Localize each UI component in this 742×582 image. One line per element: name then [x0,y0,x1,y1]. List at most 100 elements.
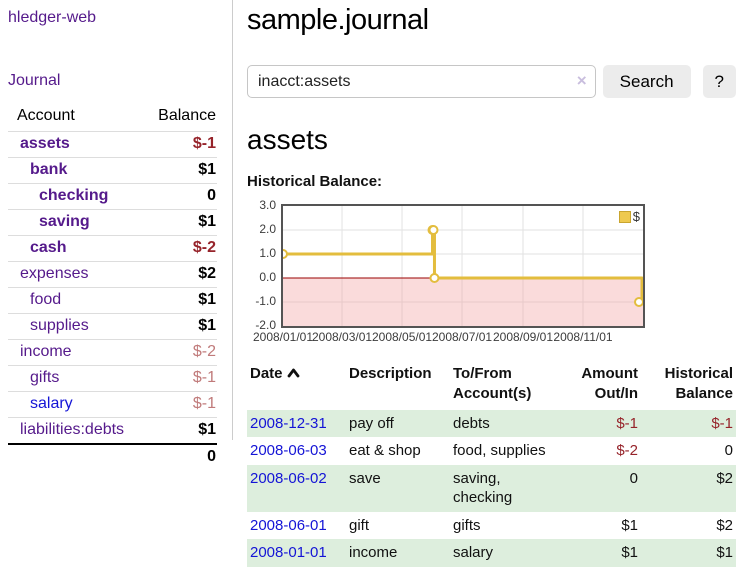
negative-region [283,278,643,326]
sidebar-account-link[interactable]: saving [39,213,90,230]
chart-point [634,297,643,307]
balance-header-line2: Balance [675,385,733,403]
sidebar: hledger-web Journal Account Balance asse… [0,0,233,470]
register-header-description: Description [349,365,432,382]
sidebar-account-link[interactable]: food [30,291,62,308]
account-row: expenses $2 [8,261,217,288]
account-row: salary $-1 [8,391,217,418]
register-header-date[interactable]: Date [247,361,346,410]
register-header-accounts: To/From Account(s) [450,361,562,410]
transaction-balance: $-1 [711,414,733,432]
transaction-amount: $-1 [616,414,638,432]
transaction-balance: 0 [724,442,733,459]
accounts-total-spacer [8,443,141,470]
sidebar-account-link[interactable]: bank [30,161,68,178]
x-axis-tick-label: 2008/01/01 [252,330,314,344]
account-balance: $1 [140,313,217,340]
account-row: assets $-1 [8,131,217,158]
account-heading: assets [247,124,328,155]
sidebar-account-link[interactable]: gifts [30,369,60,386]
sidebar-account-link[interactable]: supplies [30,317,89,334]
y-axis-tick-label: 2.0 [259,222,276,236]
chart-point [428,225,439,235]
transaction-accounts: saving, checking [453,469,513,507]
chart-point [429,273,440,283]
app-title-link[interactable]: hledger-web [8,9,97,26]
account-row: gifts $-1 [8,365,217,392]
sidebar-item-journal[interactable]: Journal [8,72,61,89]
account-balance: $-1 [140,391,217,418]
balance-header-line1: Historical [664,365,733,382]
accounts-table: Account Balance assets $-1 bank $1 checking 0… [8,103,217,470]
account-balance: $-1 [140,131,217,158]
account-row: checking 0 [8,183,217,210]
y-axis-tick-label: 3.0 [259,198,276,212]
account-row: supplies $1 [8,313,217,340]
search-button[interactable]: Search [602,65,691,98]
search-input[interactable] [247,65,596,98]
accounts-column-header: Account [17,107,75,124]
sidebar-account-link[interactable]: income [20,343,72,360]
y-axis-tick-label: -1.0 [255,294,276,308]
clear-search-icon[interactable]: × [576,71,587,90]
transaction-row: 2008-06-03 eat & shop food, supplies $-2 0 [247,437,736,465]
account-row: liabilities:debts $1 [8,417,217,444]
transaction-amount: $-2 [616,442,638,459]
transaction-amount: $1 [621,544,638,561]
historical-balance-chart: $ 3.0 2.0 1.0 0.0 -1.0 -2.0 2008/01/01 2008/03… [247,198,647,344]
transaction-balance: $1 [716,544,733,561]
transaction-amount: 0 [629,469,638,487]
search-form: × Search ? [247,65,736,98]
transaction-balance: $2 [716,516,733,534]
x-axis-tick-label: 2008/07/01 [431,330,493,344]
transaction-row: 2008-01-01 income salary $1 $1 [247,539,736,567]
sidebar-account-link[interactable]: salary [30,395,73,412]
sort-ascending-icon[interactable] [287,365,300,385]
account-row: cash $-2 [8,235,217,262]
transaction-date-link[interactable]: 2008-12-31 [250,414,327,432]
accounts-total-value: 0 [140,443,217,470]
x-axis-tick-label: 2008/11/01 [553,330,613,344]
accounts-header-line2: Account(s) [453,385,532,403]
y-axis-tick-label: -2.0 [255,318,276,332]
account-row: income $-2 [8,339,217,366]
sidebar-account-link[interactable]: liabilities:debts [20,421,125,438]
account-balance: 0 [140,183,217,210]
account-balance: $1 [140,157,217,184]
account-balance: $1 [140,209,217,236]
account-balance: $-2 [140,339,217,366]
amount-header-line1: Amount [581,365,638,382]
register-header-balance: Historical Balance [641,361,736,410]
transaction-description: income [349,544,398,561]
transaction-accounts: gifts [453,516,481,534]
page-title: sample.journal [247,4,429,36]
account-balance: $2 [140,261,217,288]
y-axis-tick-label: 1.0 [259,246,276,260]
sidebar-account-link[interactable]: assets [20,135,70,152]
transaction-date-link[interactable]: 2008-06-03 [250,442,327,459]
account-balance: $-1 [140,365,217,392]
account-row: food $1 [8,287,217,314]
x-axis-tick-label: 2008/05/01 [371,330,433,344]
account-balance: $1 [140,287,217,314]
chart-canvas [283,206,643,326]
account-row: bank $1 [8,157,217,184]
transaction-row: 2008-06-01 gift gifts $1 $2 [247,512,736,540]
register-header-amount: Amount Out/In [562,361,641,410]
date-header-label: Date [250,365,283,382]
sidebar-account-link[interactable]: cash [30,239,67,256]
help-button[interactable]: ? [702,65,736,98]
transaction-date-link[interactable]: 2008-01-01 [250,544,327,561]
chart-plot-area: $ [281,204,645,328]
transaction-balance: $2 [716,469,733,487]
transaction-date-link[interactable]: 2008-06-01 [250,516,327,534]
transaction-accounts: food, supplies [453,442,546,459]
sidebar-account-link[interactable]: expenses [20,265,89,282]
accounts-header-line1: To/From [453,365,512,382]
sidebar-account-link[interactable]: checking [39,187,109,204]
transaction-description: save [349,469,381,487]
y-axis-tick-label: 0.0 [259,270,276,284]
transaction-date-link[interactable]: 2008-06-02 [250,469,327,487]
transaction-accounts: salary [453,544,494,561]
